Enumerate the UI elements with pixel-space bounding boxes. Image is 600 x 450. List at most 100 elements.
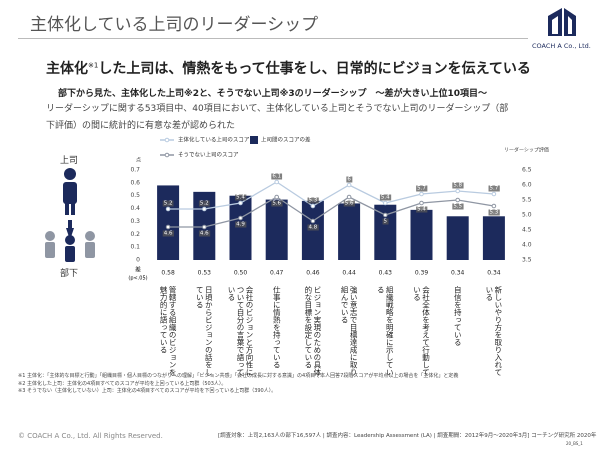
label-bg (307, 197, 319, 204)
diff-value: 0.34 (451, 270, 465, 277)
point-label: 5.3 (309, 198, 318, 204)
point-label: 5.7 (417, 186, 426, 192)
point-label: 5.8 (453, 183, 462, 189)
tick-label: 6.5 (522, 167, 532, 174)
tick-label: 5.0 (522, 212, 532, 219)
footnote: ※3 そうでない（主体化していない）上司：主体化の4項目すべてのスコアが平均を下… (18, 388, 277, 394)
bar (410, 209, 433, 260)
note-mark: ※1 (88, 61, 99, 70)
diff-value: 0.58 (161, 270, 175, 277)
bar (338, 203, 361, 260)
category-label: 管轄する組織のビジョンを魅力的に語っている (159, 286, 178, 376)
footnote: ※1 主体化：「主体的な目標と行動」「組織目標・個人目標のつながりへの理解」「ビ… (18, 373, 459, 379)
description: リーダーシップに関する53項目中、40項目において、主体化している上司とそうでな… (46, 104, 509, 131)
point-label: 4.8 (309, 225, 318, 231)
line (168, 181, 494, 210)
category-label: 強い意志で目標達成に取り組んでいる (340, 286, 359, 376)
tick-label: 0.6 (130, 179, 140, 186)
line (168, 196, 495, 228)
bar (446, 216, 469, 260)
label-bg (343, 200, 355, 207)
marker (491, 203, 497, 209)
y2-axis-label: リーダーシップ評価 (504, 147, 549, 154)
title-rule (18, 38, 528, 39)
category-label: 新しいやり方を取り入れている (484, 286, 503, 376)
label-bg (271, 173, 283, 180)
marker (383, 200, 388, 206)
tick-label: 0.3 (130, 218, 140, 225)
diff-value: 0.47 (270, 270, 284, 277)
tick-label: 4.5 (522, 227, 532, 234)
bar (482, 216, 505, 260)
point-label: 5.2 (164, 201, 173, 207)
legend-label: 主体化している上司のスコア (178, 136, 250, 144)
category-label: 組織戦略を明確に示している (376, 286, 395, 376)
y-axis-label: 点 (136, 158, 141, 164)
logo (548, 8, 576, 36)
tick-label: 5.5 (522, 197, 532, 204)
label-bg (162, 230, 174, 237)
bar (265, 199, 288, 260)
diff-value: 0.39 (415, 270, 429, 277)
point-label: 4.9 (236, 222, 245, 228)
marker (455, 197, 461, 203)
page-title: 主体化している上司のリーダーシップ (30, 15, 319, 35)
tick-label: 6.0 (522, 182, 532, 189)
marker (202, 224, 207, 230)
point-label: 5.6 (272, 201, 281, 207)
company: COACH A Co., Ltd. (532, 42, 591, 50)
marker (346, 194, 352, 200)
point-label: 5.2 (200, 201, 209, 207)
label-bg (452, 182, 464, 189)
tick-label: 0.5 (130, 192, 140, 199)
marker (310, 203, 316, 209)
legend-swatch (250, 136, 258, 144)
category-label: ビジョン実現のための具体的な目標を設定している (303, 286, 322, 376)
label-bg (488, 185, 500, 192)
marker (165, 224, 171, 230)
bar (229, 195, 252, 260)
label-bg (198, 230, 211, 237)
tick-label: 0.2 (130, 231, 140, 238)
subordinate-label: 部下 (60, 269, 79, 279)
point-label: 5.4 (417, 207, 426, 213)
marker (346, 182, 352, 188)
marker (274, 194, 280, 200)
label-bg (198, 200, 210, 207)
point-label: 5.7 (490, 186, 499, 192)
point-label: 5.5 (453, 204, 462, 210)
legend-swatch (164, 152, 170, 158)
bar (374, 204, 397, 260)
category-label: 仕事に情熱を持っている (272, 286, 282, 369)
subheading: 部下から見た、主体化した上司※2と、そうでない上司※3のリーダーシップ ～差が大… (58, 89, 488, 99)
marker (238, 215, 243, 221)
label-bg (416, 206, 428, 213)
diff-value: 0.43 (379, 270, 393, 277)
tick-label: 0.1 (130, 244, 140, 251)
people-icons (45, 168, 95, 262)
label-bg (416, 185, 428, 192)
marker (202, 206, 207, 212)
marker (491, 191, 497, 197)
label-bg (488, 209, 500, 216)
point-label: 5.3 (490, 210, 499, 216)
diff-value: 0.34 (487, 270, 501, 277)
marker (238, 200, 243, 206)
diff-value: 0.46 (306, 270, 320, 277)
boss-label: 上司 (60, 156, 79, 166)
marker (419, 191, 424, 197)
label-bg (235, 194, 247, 201)
category-label: 会社のビジョンと方向性について自分の言葉で語っている (227, 286, 254, 376)
source: [調査対象：上司2,163人の部下16,597人 | 調査内容：Leadersh… (218, 433, 597, 439)
marker (383, 212, 388, 218)
headline: 主体化※1した上司は、情熱をもって仕事をし、日常的にビジョンを伝えている (46, 58, 531, 78)
copyright: © COACH A Co., Ltd. All Rights Reserved. (18, 432, 163, 440)
legend-label: 上司間のスコアの差 (261, 136, 311, 144)
headline-text: 主体化 (46, 61, 88, 77)
label-bg (307, 224, 319, 231)
label-bg (235, 221, 247, 228)
category-label: 日頃からビジョンの話をしている (195, 286, 214, 376)
label-bg (271, 200, 283, 207)
